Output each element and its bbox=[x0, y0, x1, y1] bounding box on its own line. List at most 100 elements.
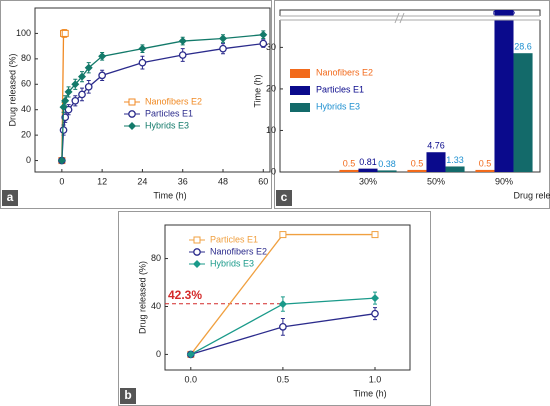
panel-label: b bbox=[124, 388, 131, 402]
marker bbox=[84, 63, 93, 72]
marker bbox=[371, 309, 379, 318]
value-label: 0.38 bbox=[378, 159, 396, 169]
y-tick-label: 60 bbox=[21, 79, 31, 89]
marker bbox=[219, 44, 227, 53]
x-tick-label: 60 bbox=[258, 176, 268, 186]
marker bbox=[259, 30, 268, 39]
legend-label: Hybrids E3 bbox=[145, 120, 189, 130]
y-tick-label: 20 bbox=[21, 130, 31, 140]
annotation-label: 42.3% bbox=[168, 288, 202, 302]
panel-frame bbox=[0, 0, 272, 209]
bar bbox=[358, 168, 378, 172]
bar bbox=[339, 169, 359, 172]
legend-swatch bbox=[290, 103, 310, 112]
legend-marker bbox=[128, 110, 136, 118]
x-tick-label: 1.0 bbox=[369, 374, 382, 384]
bar bbox=[475, 169, 495, 172]
marker bbox=[279, 231, 287, 239]
legend-label: Hybrids E3 bbox=[210, 258, 254, 268]
value-label: 55.32 bbox=[493, 9, 516, 19]
marker bbox=[71, 80, 80, 89]
marker bbox=[64, 105, 73, 114]
x-tick-label: 0.5 bbox=[277, 374, 290, 384]
plot-frame bbox=[34, 7, 271, 173]
panel-label: a bbox=[7, 190, 14, 204]
legend-marker bbox=[128, 122, 136, 130]
y-axis-label: Drug released (%) bbox=[7, 53, 17, 126]
panel-label-box bbox=[120, 388, 136, 404]
y-tick-label: 80 bbox=[21, 53, 31, 63]
bar bbox=[426, 152, 446, 172]
y-tick-label: 0 bbox=[271, 166, 276, 176]
chart: 0 20 40 60 80 100 Time (h) Drug released (%) a 0 1… bbox=[2, 7, 271, 206]
y-tick-label: 10 bbox=[266, 125, 276, 135]
marker bbox=[278, 300, 287, 309]
marker bbox=[186, 350, 195, 359]
marker bbox=[138, 58, 147, 67]
legend-swatch bbox=[290, 86, 310, 95]
marker bbox=[219, 34, 227, 43]
x-axis-label: Drug released (%) bbox=[513, 190, 550, 200]
axis-break-lines bbox=[280, 12, 540, 24]
x-tick-label: 30% bbox=[359, 176, 377, 186]
x-axis-label: Time (h) bbox=[353, 388, 386, 398]
y-tick-label: 100 bbox=[16, 28, 31, 38]
value-label: 1.33 bbox=[446, 155, 464, 165]
marker bbox=[61, 96, 70, 105]
marker bbox=[78, 90, 86, 99]
marker bbox=[57, 156, 66, 165]
legend-label: Nanofibers E2 bbox=[316, 67, 373, 77]
legend-swatch bbox=[290, 69, 310, 78]
value-label: 28.6 bbox=[514, 42, 532, 52]
x-tick-label: 0 bbox=[59, 176, 64, 186]
marker bbox=[84, 82, 93, 91]
axis-break bbox=[278, 16, 542, 20]
legend-marker bbox=[193, 236, 201, 244]
y-tick-label: 0 bbox=[156, 349, 161, 359]
bar bbox=[407, 169, 427, 172]
y-axis-label: Drug released (%) bbox=[137, 261, 147, 334]
bar bbox=[377, 170, 397, 172]
marker bbox=[371, 294, 379, 303]
chart: 0 40 80 Time (h) Drug released (%) b 0.0 0.5 1.0… bbox=[120, 224, 411, 404]
legend-label: Particles E1 bbox=[210, 234, 258, 244]
x-tick-label: 12 bbox=[97, 176, 107, 186]
y-tick-label: 40 bbox=[21, 104, 31, 114]
legend-label: Hybrids E3 bbox=[316, 101, 360, 111]
legend-label: Particles E1 bbox=[316, 84, 364, 94]
marker bbox=[98, 52, 107, 61]
panel-label: c bbox=[281, 190, 288, 204]
legend-marker bbox=[193, 260, 201, 268]
legend-marker bbox=[193, 248, 201, 256]
y-tick-label: 0 bbox=[26, 155, 31, 165]
marker bbox=[64, 87, 73, 96]
marker bbox=[259, 39, 268, 48]
marker bbox=[279, 323, 287, 331]
y-tick-label: 20 bbox=[266, 83, 276, 93]
bar bbox=[445, 166, 465, 172]
value-label: 0.5 bbox=[411, 158, 424, 168]
bar bbox=[513, 53, 533, 172]
x-tick-label: 24 bbox=[137, 176, 147, 186]
x-tick-label: 50% bbox=[427, 176, 445, 186]
marker bbox=[98, 71, 106, 80]
y-tick-label: 30 bbox=[266, 42, 276, 52]
legend-marker bbox=[128, 98, 136, 106]
value-label: 4.76 bbox=[427, 141, 445, 151]
marker bbox=[71, 96, 80, 105]
value-label: 0.5 bbox=[479, 158, 492, 168]
y-tick-label: 80 bbox=[151, 253, 161, 263]
panel-label-box bbox=[2, 190, 18, 206]
value-label: 0.81 bbox=[359, 157, 377, 167]
marker bbox=[178, 37, 187, 46]
legend-label: Particles E1 bbox=[145, 108, 193, 118]
panel-label-box bbox=[276, 190, 292, 206]
x-tick-label: 36 bbox=[178, 176, 188, 186]
value-label: 0.5 bbox=[343, 158, 356, 168]
marker bbox=[371, 231, 379, 239]
y-axis-label: Time (h) bbox=[252, 74, 262, 107]
marker bbox=[138, 44, 147, 53]
x-axis-label: Time (h) bbox=[153, 190, 186, 200]
